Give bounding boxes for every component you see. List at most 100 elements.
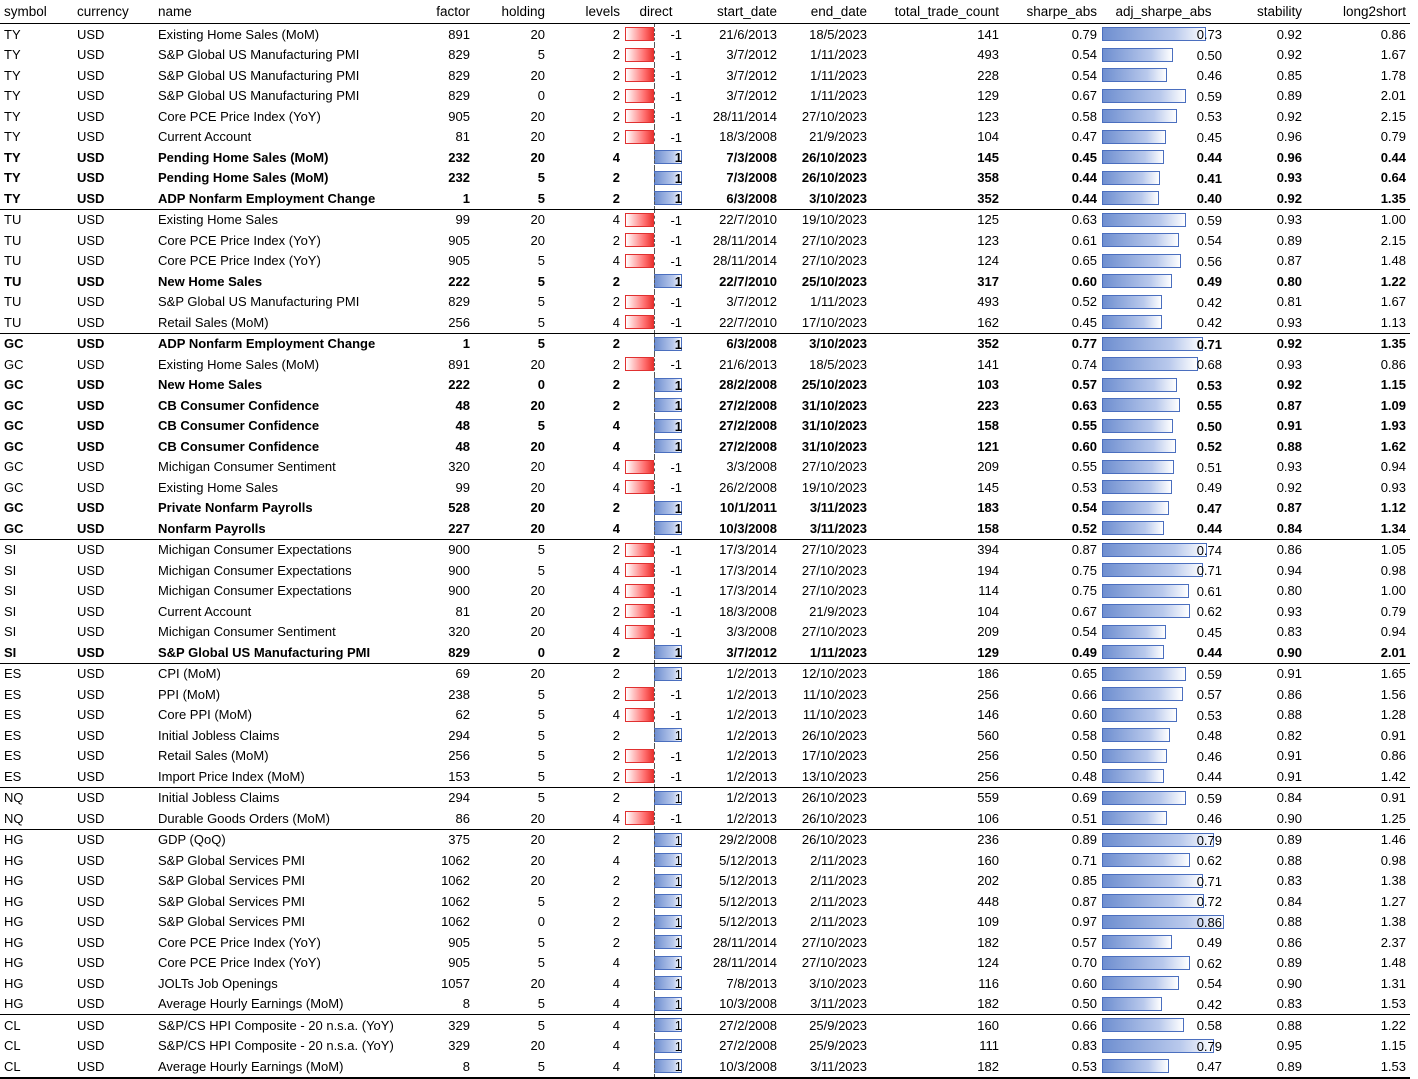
table-row[interactable]: TY USD Pending Home Sales (MoM) 232 20 4 1 7/3/… [0,147,1410,168]
table-row[interactable]: HG USD S&P Global Services PMI 1062 0 2 1 5/12/… [0,911,1410,932]
direct-negative-bar [625,47,654,62]
col-header-start-date[interactable]: start_date [688,0,781,24]
col-header-total-trade-count[interactable]: total_trade_count [871,0,1003,24]
table-row[interactable]: GC USD Nonfarm Payrolls 227 20 4 1 10/3/2008 3/1… [0,518,1410,539]
table-row[interactable]: GC USD CB Consumer Confidence 48 20 2 1 27/2/20… [0,395,1410,416]
cell-factor: 256 [448,748,470,764]
direct-value: 1 [674,853,682,868]
cell-factor: 891 [448,356,470,372]
table-row[interactable]: TU USD Core PCE Price Index (YoY) 905 20 2 -1 2… [0,230,1410,251]
table-row[interactable]: HG USD Core PCE Price Index (YoY) 905 5 2 1 28/… [0,932,1410,953]
cell-stability: 0.93 [1276,314,1302,330]
direct-value: 1 [674,666,682,682]
cell-levels: 2 [549,332,624,354]
table-row[interactable]: TU USD S&P Global US Manufacturing PMI 829 5… [0,291,1410,312]
table-row[interactable]: ES USD Initial Jobless Claims 294 5 2 1 1/2/201… [0,725,1410,746]
table-row[interactable]: TU USD Retail Sales (MoM) 256 5 4 -1 22/7/2010 1… [0,312,1410,333]
table-row[interactable]: GC USD ADP Nonfarm Employment Change 1 5 2 1 6/… [0,332,1410,354]
col-header-symbol[interactable]: symbol [0,0,73,24]
cell-long2short: 1.53 [1306,1056,1410,1079]
table-row[interactable]: TY USD S&P Global US Manufacturing PMI 829 0… [0,85,1410,106]
table-row[interactable]: GC USD CB Consumer Confidence 48 20 4 1 27/2/20… [0,436,1410,457]
cell-symbol: HG [0,828,73,850]
table-row[interactable]: TY USD S&P Global US Manufacturing PMI 829 5… [0,44,1410,65]
table-row[interactable]: HG USD JOLTs Job Openings 1057 20 4 1 7/8/2013 3… [0,973,1410,994]
table-row[interactable]: GC USD Existing Home Sales (MoM) 891 20 2 -1 21… [0,354,1410,375]
direct-axis-line [654,850,655,871]
col-header-end-date[interactable]: end_date [781,0,871,24]
table-row[interactable]: SI USD Michigan Consumer Sentiment 320 20 4 -1… [0,621,1410,643]
col-header-direct[interactable]: direct [624,0,688,24]
table-row[interactable]: SI USD Current Account 81 20 2 -1 18/3/2008 21/9… [0,601,1410,622]
table-row[interactable]: TU USD Existing Home Sales 99 20 4 -1 22/7/2010… [0,208,1410,230]
table-row[interactable]: TY USD Existing Home Sales (MoM) 891 20 2 -1 21… [0,24,1410,45]
cell-total-trade-count: 129 [977,88,999,104]
table-row[interactable]: TY USD Current Account 81 20 2 -1 18/3/2008 21/9… [0,126,1410,147]
table-row[interactable]: SI USD S&P Global US Manufacturing PMI 829 0… [0,642,1410,663]
direct-value: 1 [674,914,682,930]
cell-adj-sharpe-abs: 0.45 [1101,622,1226,643]
table-row[interactable]: ES USD CPI (MoM) 69 20 2 1 1/2/2013 12/10/2023 18… [0,662,1410,684]
col-header-currency[interactable]: currency [73,0,154,24]
cell-long2short: 1.09 [1380,397,1406,413]
table-row[interactable]: GC USD New Home Sales 222 0 2 1 28/2/2008 25/10/… [0,374,1410,395]
cell-adj-sharpe-abs: 0.71 [1101,332,1226,354]
table-row[interactable]: CL USD Average Hourly Earnings (MoM) 8 5 4 1 10… [0,1056,1410,1079]
cell-currency: USD [77,955,105,971]
table-row[interactable]: SI USD Michigan Consumer Expectations 900 5 4… [0,560,1410,581]
table-row[interactable]: SI USD Michigan Consumer Expectations 900 20… [0,580,1410,601]
table-row[interactable]: GC USD Private Nonfarm Payrolls 528 20 2 1 10/1… [0,497,1410,518]
cell-end-date: 2/11/2023 [810,873,867,889]
table-row[interactable]: TU USD New Home Sales 222 5 2 1 22/7/2010 25/10/… [0,271,1410,292]
col-header-stability[interactable]: stability [1226,0,1306,24]
table-row[interactable]: ES USD Retail Sales (MoM) 256 5 2 -1 1/2/2013 17… [0,745,1410,766]
table-row[interactable]: HG USD GDP (QoQ) 375 20 2 1 29/2/2008 26/10/2023… [0,828,1410,850]
col-header-name[interactable]: name [154,0,404,24]
cell-currency: USD [77,748,105,764]
cell-sharpe-abs: 0.44 [1071,190,1097,206]
table-row[interactable]: NQ USD Durable Goods Orders (MoM) 86 20 4 -1 1/… [0,808,1410,829]
table-row[interactable]: CL USD S&P/CS HPI Composite - 20 n.s.a. (Y… [0,1035,1410,1056]
cell-holding: 20 [530,500,545,516]
cell-symbol: TY [4,149,21,165]
table-row[interactable]: ES USD PPI (MoM) 238 5 2 -1 1/2/2013 11/10/2023 2… [0,684,1410,705]
cell-name: Core PCE Price Index (YoY) [158,232,321,248]
cell-name: Current Account [158,603,252,619]
table-row[interactable]: HG USD S&P Global Services PMI 1062 20 4 1 5/12… [0,850,1410,871]
adj-sharpe-value: 0.41 [1196,170,1222,186]
table-row[interactable]: HG USD Core PCE Price Index (YoY) 905 5 4 1 28/… [0,952,1410,973]
cell-sharpe-abs: 0.60 [1071,975,1097,991]
cell-adj-sharpe-abs: 0.55 [1101,395,1226,416]
table-row[interactable]: ES USD Import Price Index (MoM) 153 5 2 -1 1/2/… [0,766,1410,787]
cell-factor: 905 [448,253,470,269]
table-row[interactable]: ES USD Core PPI (MoM) 62 5 4 -1 1/2/2013 11/10/2… [0,704,1410,725]
table-row[interactable]: TY USD Core PCE Price Index (YoY) 905 20 2 -1 2… [0,106,1410,127]
table-row[interactable]: GC USD Existing Home Sales 99 20 4 -1 26/2/2008… [0,477,1410,498]
col-header-long2short[interactable]: long2short [1306,0,1410,24]
adj-sharpe-data-bar [1102,645,1164,659]
cell-end-date: 17/10/2023 [801,314,867,330]
table-row[interactable]: NQ USD Initial Jobless Claims 294 5 2 1 1/2/201… [0,786,1410,808]
table-row[interactable]: HG USD Average Hourly Earnings (MoM) 8 5 4 1 10… [0,993,1410,1015]
table-row[interactable]: CL USD S&P/CS HPI Composite - 20 n.s.a. (Y… [0,1014,1410,1036]
cell-factor: 48 [455,397,470,413]
table-row[interactable]: TY USD Pending Home Sales (MoM) 232 5 2 1 7/3/2… [0,167,1410,188]
direct-value: -1 [670,811,682,826]
table-row[interactable]: SI USD Michigan Consumer Expectations 900 5 2… [0,538,1410,560]
table-row[interactable]: HG USD S&P Global Services PMI 1062 5 2 1 5/12/… [0,891,1410,912]
table-row[interactable]: TY USD S&P Global US Manufacturing PMI 829 2… [0,65,1410,86]
col-header-sharpe-abs[interactable]: sharpe_abs [1003,0,1101,24]
table-row[interactable]: TY USD ADP Nonfarm Employment Change 1 5 2 1 6/… [0,188,1410,209]
table-row[interactable]: GC USD CB Consumer Confidence 48 5 4 1 27/2/200… [0,415,1410,437]
table-row[interactable]: HG USD S&P Global Services PMI 1062 20 2 1 5/12… [0,870,1410,891]
cell-currency: USD [77,768,105,784]
cell-total-trade-count: 158 [977,520,999,536]
cell-adj-sharpe-abs: 0.50 [1101,416,1226,437]
col-header-adj-sharpe-abs[interactable]: adj_sharpe_abs [1101,0,1226,24]
col-header-factor[interactable]: factor [404,0,474,24]
col-header-levels[interactable]: levels [549,0,624,24]
table-row[interactable]: TU USD Core PCE Price Index (YoY) 905 5 4 -1 28… [0,250,1410,271]
col-header-holding[interactable]: holding [474,0,549,24]
table-row[interactable]: GC USD Michigan Consumer Sentiment 320 20 4 -1… [0,456,1410,477]
cell-currency: USD [77,975,105,991]
